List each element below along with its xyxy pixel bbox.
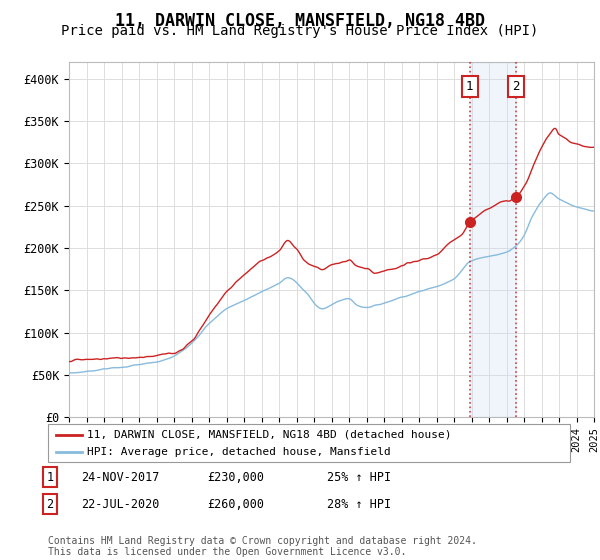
Text: 22-JUL-2020: 22-JUL-2020 <box>81 497 160 511</box>
Text: £230,000: £230,000 <box>207 470 264 484</box>
Text: 11, DARWIN CLOSE, MANSFIELD, NG18 4BD (detached house): 11, DARWIN CLOSE, MANSFIELD, NG18 4BD (d… <box>87 430 452 440</box>
Text: 25% ↑ HPI: 25% ↑ HPI <box>327 470 391 484</box>
Text: 2: 2 <box>512 80 520 93</box>
Text: 1: 1 <box>466 80 473 93</box>
Text: 24-NOV-2017: 24-NOV-2017 <box>81 470 160 484</box>
Text: HPI: Average price, detached house, Mansfield: HPI: Average price, detached house, Mans… <box>87 447 391 458</box>
Text: Price paid vs. HM Land Registry's House Price Index (HPI): Price paid vs. HM Land Registry's House … <box>61 24 539 38</box>
Text: 11, DARWIN CLOSE, MANSFIELD, NG18 4BD: 11, DARWIN CLOSE, MANSFIELD, NG18 4BD <box>115 12 485 30</box>
Text: 28% ↑ HPI: 28% ↑ HPI <box>327 497 391 511</box>
FancyBboxPatch shape <box>48 424 570 462</box>
Text: 2: 2 <box>46 497 53 511</box>
Text: 1: 1 <box>46 470 53 484</box>
Text: £260,000: £260,000 <box>207 497 264 511</box>
Bar <box>470 62 516 417</box>
Text: Contains HM Land Registry data © Crown copyright and database right 2024.
This d: Contains HM Land Registry data © Crown c… <box>48 535 477 557</box>
